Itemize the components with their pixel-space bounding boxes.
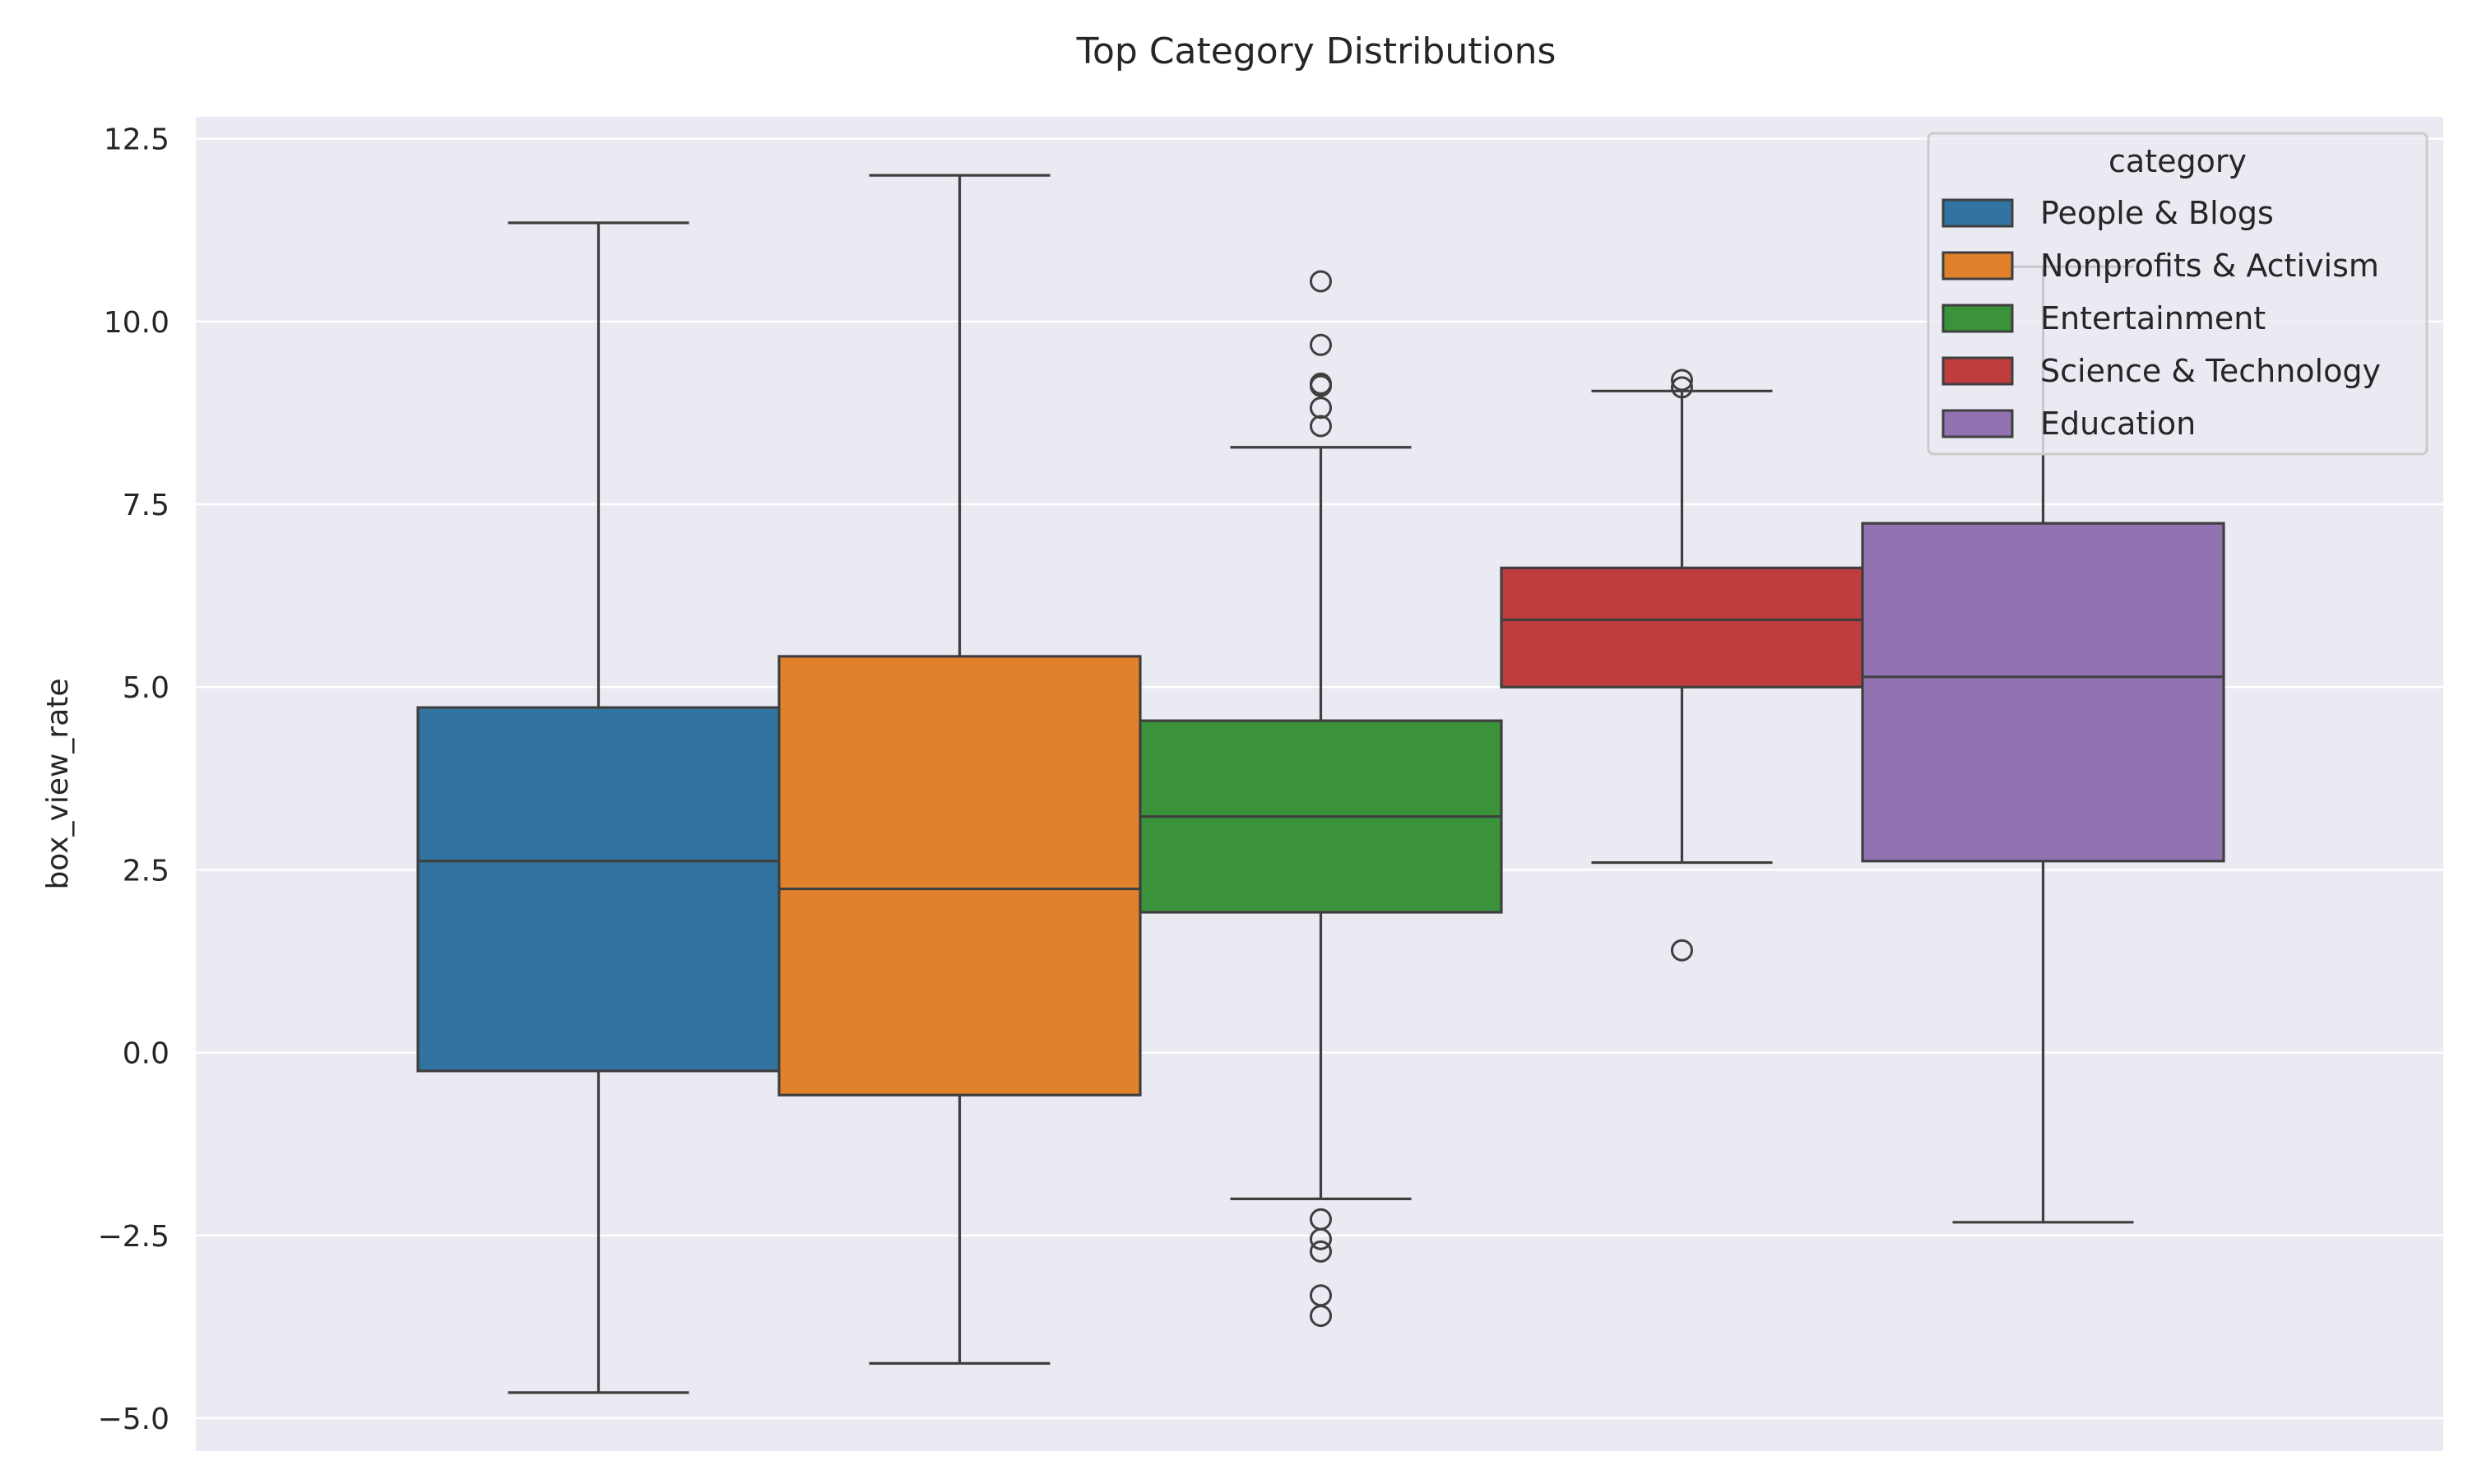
- y-axis-label: box_view_rate: [41, 678, 75, 889]
- outlier-point: [1310, 415, 1332, 438]
- legend-label: Science & Technology: [2040, 353, 2381, 389]
- legend-label: Nonprofits & Activism: [2040, 248, 2379, 284]
- y-tick-label: 2.5: [123, 854, 169, 888]
- y-tick-label: 12.5: [104, 123, 169, 157]
- outlier-point: [1310, 270, 1332, 293]
- legend-label: Entertainment: [2040, 300, 2266, 336]
- iqr-box: [1861, 522, 2225, 863]
- legend-title: category: [2108, 143, 2247, 179]
- chart-title: Top Category Distributions: [1076, 30, 1556, 72]
- iqr-box: [1500, 566, 1864, 689]
- legend-swatch: [1941, 251, 2014, 281]
- outlier-point: [1310, 374, 1332, 397]
- y-tick-label: 5.0: [123, 671, 169, 705]
- y-tick-label: 0.0: [123, 1037, 169, 1071]
- y-tick-label: 10.0: [104, 306, 169, 340]
- box-group: [416, 221, 781, 1394]
- legend-items: People & Blogs Nonprofits & Activism Enter…: [1941, 195, 2381, 442]
- legend-frame: [1927, 132, 2429, 456]
- box-group: [777, 174, 1142, 1365]
- boxes: [416, 174, 2225, 1394]
- legend-swatch: [1941, 304, 2014, 333]
- box-group: [1861, 265, 2225, 1224]
- outlier-point: [1671, 369, 1693, 392]
- legend: category People & Blogs Nonprofits & Acti…: [1927, 132, 2429, 456]
- legend-swatch: [1941, 409, 2014, 438]
- outlier-point: [1671, 939, 1693, 962]
- box-group: [1139, 270, 1503, 1328]
- outlier-point: [1310, 333, 1332, 356]
- y-tick-label: −2.5: [98, 1220, 169, 1254]
- iqr-box: [777, 655, 1142, 1097]
- outlier-point: [1310, 1227, 1332, 1250]
- legend-label: People & Blogs: [2040, 195, 2274, 231]
- legend-swatch: [1941, 356, 2014, 386]
- outlier-point: [1671, 376, 1693, 399]
- legend-label: Education: [2040, 406, 2196, 442]
- y-tick-label: 7.5: [123, 489, 169, 522]
- iqr-box: [416, 706, 781, 1073]
- outlier-point: [1310, 1240, 1332, 1263]
- outlier-point: [1310, 397, 1332, 420]
- y-axis-ticks: −5.0 −2.5 0.0 2.5 5.0 7.5 10.0 12.5: [98, 123, 169, 1436]
- y-tick-label: −5.0: [98, 1403, 169, 1436]
- outlier-point: [1310, 1305, 1332, 1328]
- legend-swatch: [1941, 198, 2014, 228]
